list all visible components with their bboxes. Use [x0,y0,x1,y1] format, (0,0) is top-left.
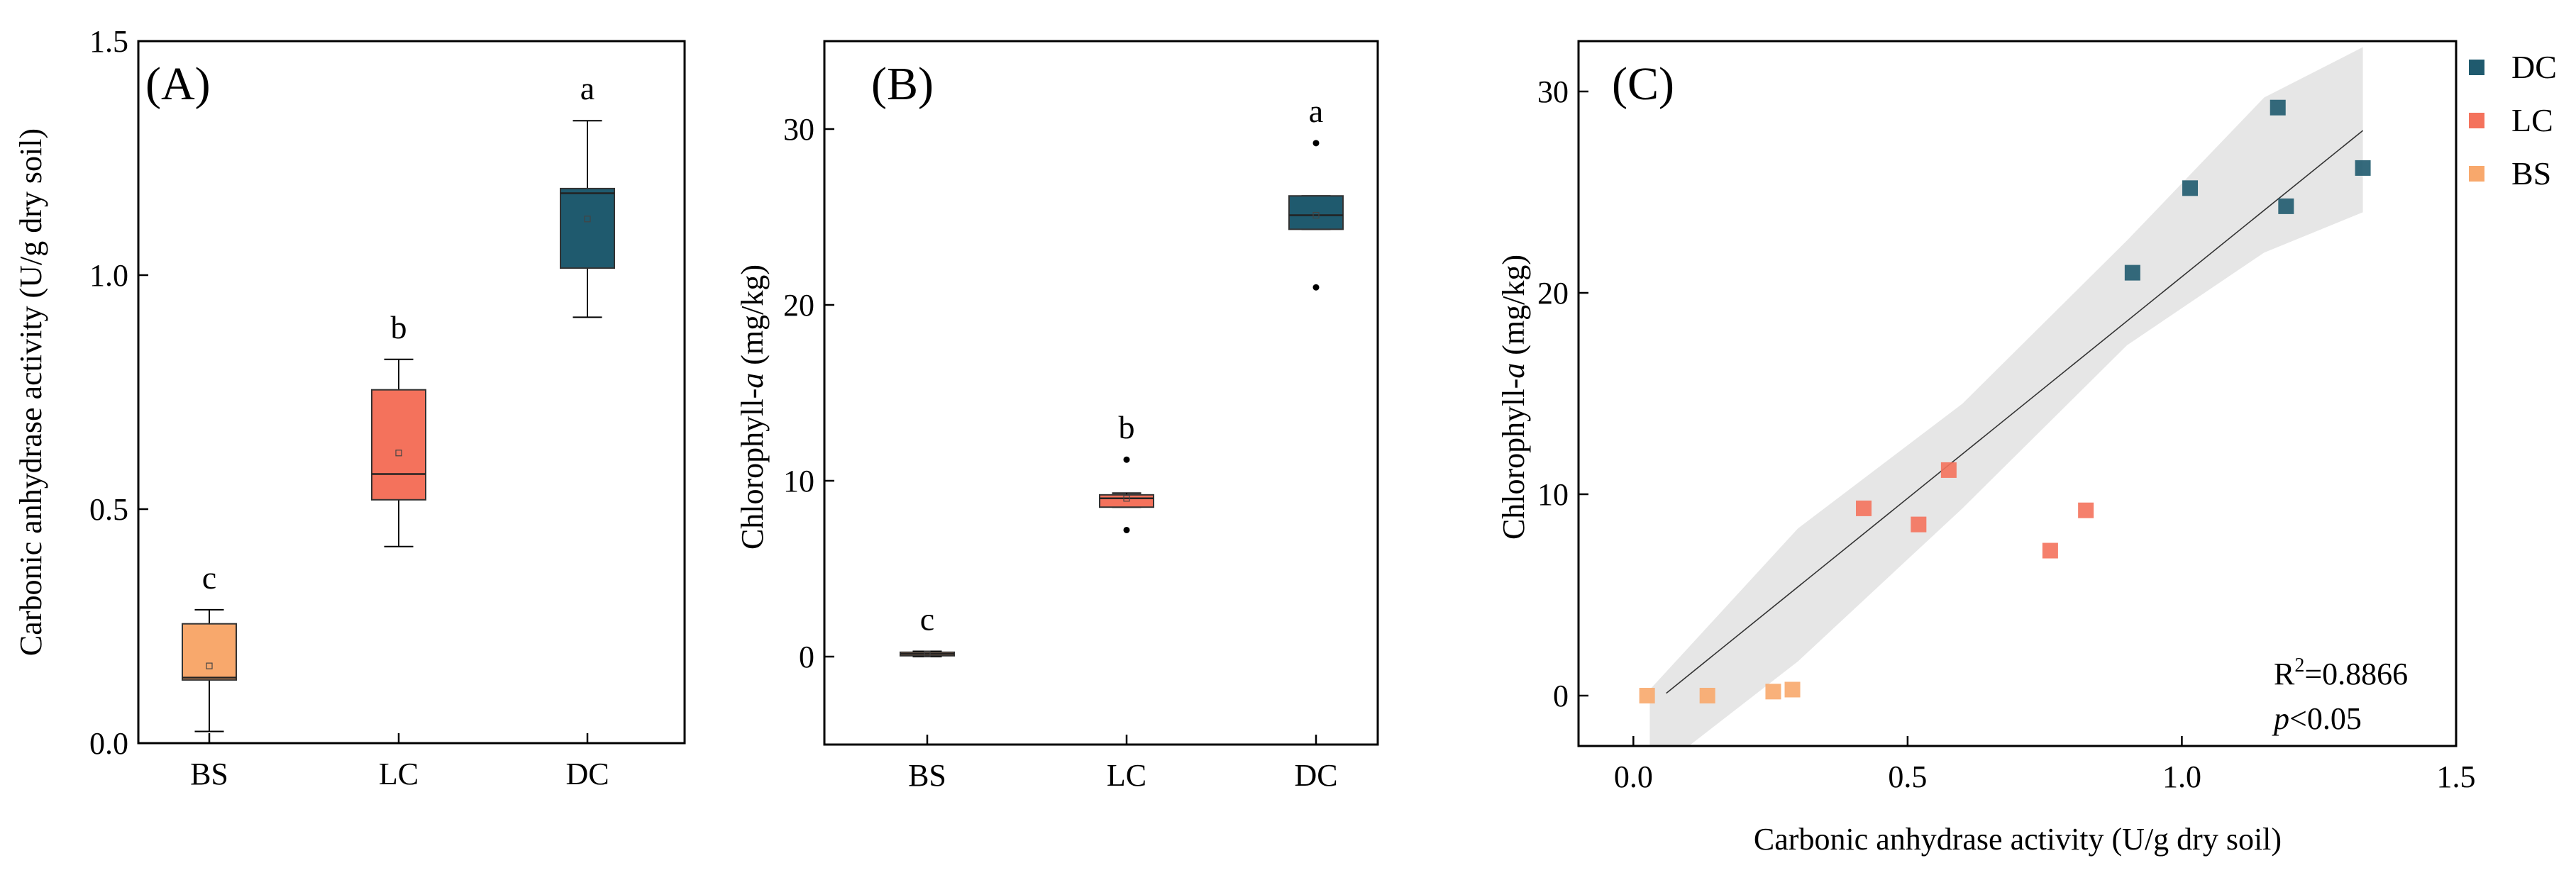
mean-marker-bs [924,650,931,657]
panel-b-plot: 0 10 20 30 BS LC DC c b a [783,93,1344,793]
data-point-dc [2124,264,2140,281]
mean-marker-dc [584,216,591,223]
legend: DC LC BS [2469,49,2557,191]
r-squared-value: =0.8866 [2304,657,2408,691]
outlier-point-dc [1312,284,1320,291]
x-tick-label: 1.5 [2437,759,2476,794]
p-value-symbol: p [2272,701,2289,736]
significance-letter-lc: b [391,309,407,345]
p-value-rest: <0.05 [2289,701,2362,736]
box-dc [560,187,615,269]
y-tick-label: 20 [1537,276,1569,311]
data-point-lc [2042,542,2058,559]
mean-marker-lc [1123,495,1130,502]
panel-c-ylabel-part1: Chlorophyll- [1496,379,1531,540]
mean-marker-bs [206,662,213,669]
x-tick-label-bs: BS [908,758,946,793]
data-point-dc [2182,180,2199,196]
legend-swatch-lc [2469,113,2484,128]
x-tick-label-dc: DC [565,757,609,791]
regression-line [1666,130,2364,694]
p-value-annotation: p<0.05 [2272,701,2362,736]
y-tick-label: 10 [783,464,814,499]
r-squared-annotation: R2=0.8866 [2274,655,2408,691]
panel-c-frame [1577,40,2458,747]
panel-c: 0.0 0.5 1.0 1.5 0 10 20 30 (C) Carbonic anhydra… [1496,40,2557,857]
x-tick-label-lc: LC [379,757,419,791]
y-tick-label: 1.5 [89,24,128,59]
x-tick-label-dc: DC [1294,758,1337,793]
outlier-point-dc [1312,140,1320,147]
x-tick-label-lc: LC [1107,758,1146,793]
y-tick-label: 10 [1537,477,1569,512]
box-lc [371,389,426,501]
r-squared-superscript: 2 [2294,655,2304,676]
panel-b-ylabel-part1: Chlorophyll- [735,389,770,550]
x-tick-label: 1.0 [2162,759,2201,794]
data-point-bs [1699,688,1715,703]
significance-letter-bs: c [920,601,934,637]
panel-a-plot: 0.0 0.5 1.0 1.5 BS LC DC c b a [89,24,615,791]
panel-c-ylabel-part3: (mg/kg) [1496,255,1531,363]
y-tick-label: 30 [1537,74,1569,109]
significance-letter-dc: a [580,70,595,106]
significance-letter-lc: b [1119,409,1135,445]
y-tick-label: 0 [799,640,814,674]
data-point-lc [2078,502,2094,518]
legend-label-dc: DC [2511,49,2557,85]
panel-c-label: (C) [1612,58,1674,110]
mean-marker-lc [395,450,402,457]
panel-b-ylabel-part3: (mg/kg) [735,264,770,373]
panel-a: 0.0 0.5 1.0 1.5 BS LC DC c b a (A) Carbonic anhyd… [13,24,686,791]
panel-b-y-axis-label: Chlorophyll-a (mg/kg) [735,264,770,550]
box-bs [182,623,237,681]
r-squared-prefix: R [2274,657,2295,691]
legend-label-bs: BS [2511,155,2551,191]
legend-swatch-bs [2469,166,2484,182]
data-point-bs [1765,684,1781,700]
x-tick-label-bs: BS [190,757,228,791]
legend-label-lc: LC [2511,102,2553,138]
panel-c-x-axis-label: Carbonic anhydrase activity (U/g dry soi… [1754,822,2282,857]
outlier-point-lc [1123,456,1130,463]
data-point-dc [2270,99,2286,116]
y-tick-label: 1.0 [89,258,128,293]
x-tick-label: 0.5 [1888,759,1927,794]
panel-a-y-axis-label: Carbonic anhydrase activity (U/g dry soi… [13,128,48,656]
outlier-point-lc [1123,526,1130,533]
data-point-bs [1784,681,1801,698]
panel-a-frame [137,40,686,745]
data-point-dc [2355,160,2371,176]
data-point-bs [1639,688,1655,703]
significance-letter-bs: c [202,559,216,596]
data-point-lc [1856,500,1872,516]
panel-b-label: (B) [871,58,934,110]
x-tick-label: 0.0 [1614,759,1653,794]
panel-b-ylabel-italic: a [735,373,770,389]
y-tick-label: 0 [1553,679,1569,713]
y-tick-label: 30 [783,112,814,147]
y-tick-label: 20 [783,288,814,323]
mean-marker-dc [1312,211,1320,219]
data-point-lc [1940,462,1957,478]
plot-area [1649,47,2364,746]
legend-swatch-dc [2469,60,2484,75]
y-tick-label: 0.5 [89,492,128,527]
significance-letter-dc: a [1309,93,1323,129]
panel-c-plot: 0.0 0.5 1.0 1.5 0 10 20 30 [1537,47,2476,794]
data-point-dc [2278,198,2294,214]
data-point-lc [1911,516,1927,533]
panel-b: 0 10 20 30 BS LC DC c b a (B) Chlorophyll-a (mg/k… [735,40,1379,793]
panel-a-label: (A) [145,58,211,110]
confidence-band [1649,47,2363,746]
panel-c-y-axis-label: Chlorophyll-a (mg/kg) [1496,255,1531,540]
panel-b-frame [823,40,1379,746]
y-tick-label: 0.0 [89,726,128,761]
panel-c-ylabel-italic: a [1496,363,1531,379]
